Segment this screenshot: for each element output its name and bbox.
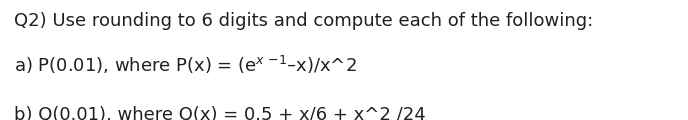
Text: a) P(0.01), where P(x) = (e$^{x\ \mathsf{-1}}$–x)/x^2: a) P(0.01), where P(x) = (e$^{x\ \mathsf…: [14, 54, 356, 76]
Text: Q2) Use rounding to 6 digits and compute each of the following:: Q2) Use rounding to 6 digits and compute…: [14, 12, 593, 30]
Text: b) Q(0.01), where Q(x) = 0.5 + x/6 + x^2 /24: b) Q(0.01), where Q(x) = 0.5 + x/6 + x^2…: [14, 106, 425, 120]
